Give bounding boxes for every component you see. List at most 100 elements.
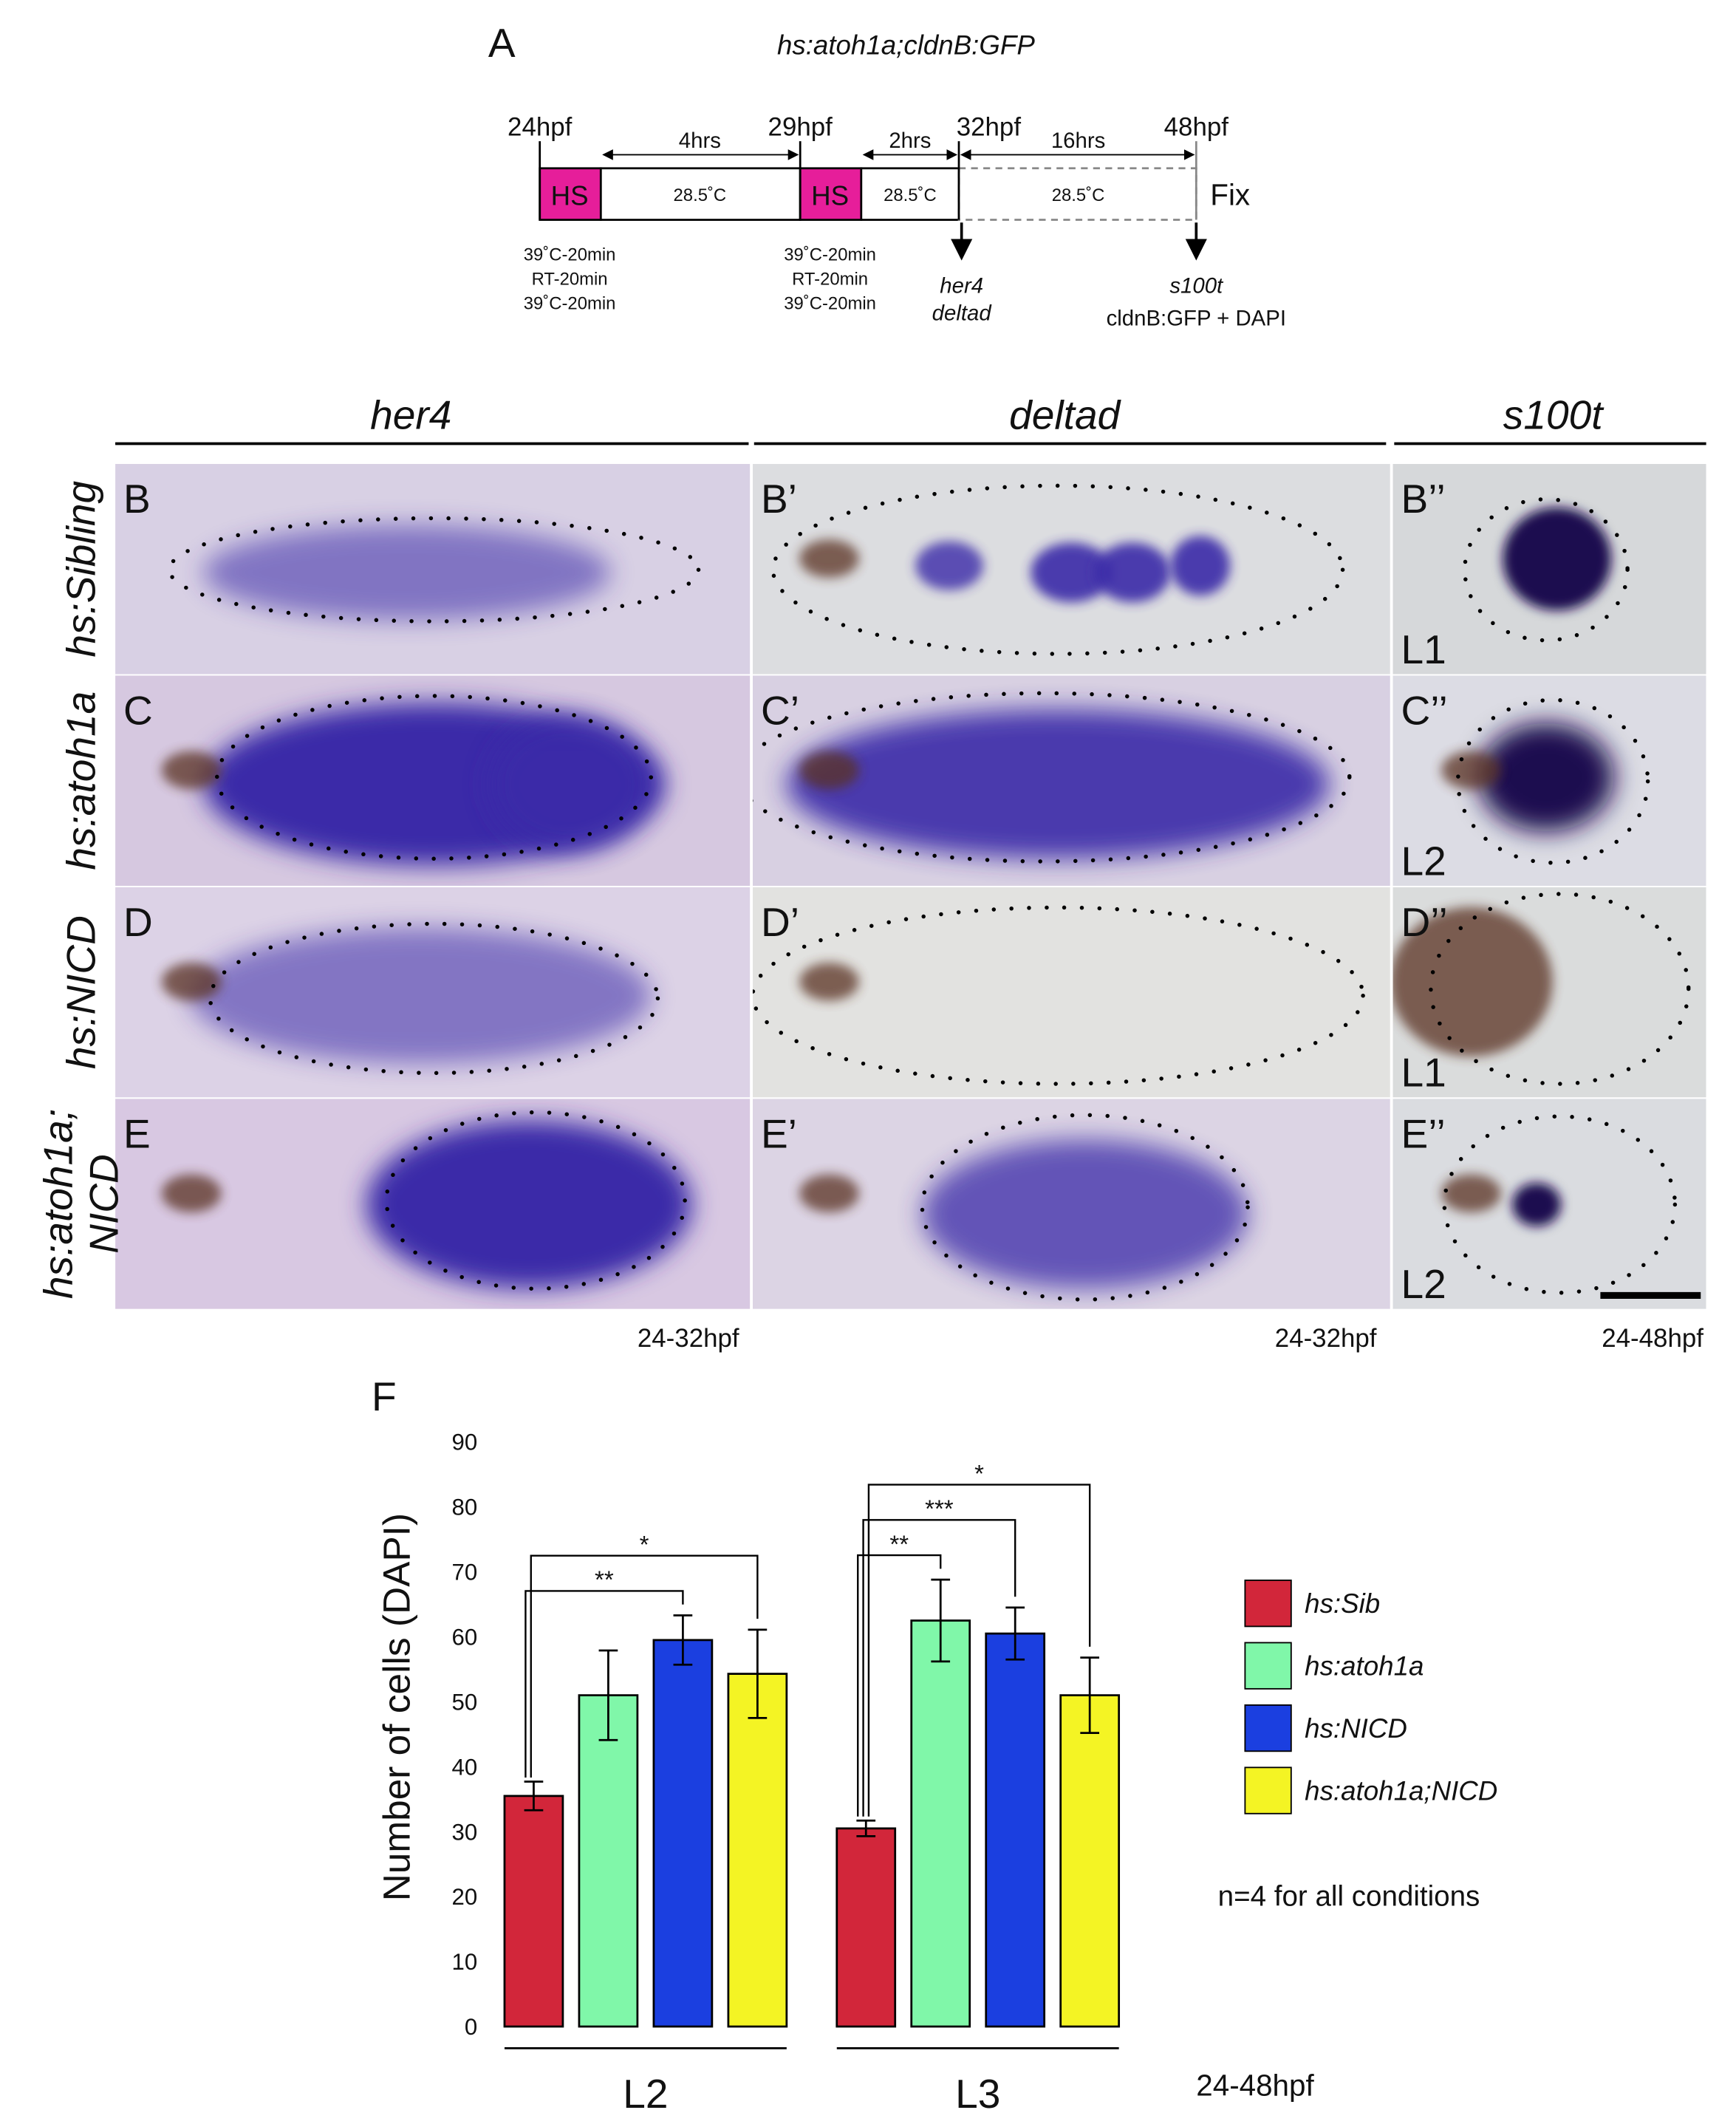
pigment <box>161 963 222 1001</box>
protocol: 39˚C-20min <box>524 294 616 314</box>
micrograph-background <box>752 887 1390 1098</box>
error-bar <box>524 1781 544 1812</box>
micrograph: D’ <box>752 887 1390 1098</box>
legend-swatch <box>1244 1704 1292 1752</box>
time-label: 32hpf <box>957 113 1022 142</box>
bar <box>985 1632 1046 2028</box>
error-bar <box>673 1614 693 1666</box>
dotted-outline <box>208 921 660 1076</box>
panel-label: E <box>123 1110 151 1156</box>
dotted-outline <box>1442 1114 1678 1295</box>
significance-label: ** <box>889 1531 909 1558</box>
significance-bracket <box>867 1484 1091 1817</box>
bar <box>578 1694 639 2028</box>
time-label: 48hpf <box>1164 113 1229 142</box>
significance-label: * <box>974 1461 984 1488</box>
column-header: deltad <box>1009 392 1121 437</box>
micrograph-content <box>1392 464 1706 675</box>
dotted-outline <box>752 691 1352 864</box>
panel-label: B’ <box>761 476 797 522</box>
pigment <box>799 539 859 578</box>
legend-label: hs:Sib <box>1305 1588 1380 1619</box>
stage-label: 24-48hpf <box>1602 1324 1703 1353</box>
micrograph: C <box>115 675 751 886</box>
panel-label: D <box>123 899 153 945</box>
stain <box>1094 542 1171 603</box>
dotted-outline <box>920 1113 1250 1302</box>
panel-label: B <box>123 476 151 522</box>
lateral-line-label: L1 <box>1401 627 1446 672</box>
pigment <box>799 1174 859 1212</box>
micrograph-content <box>752 464 1390 675</box>
micrograph: E <box>115 1099 751 1309</box>
error-bar <box>748 1628 768 1719</box>
significance-label: * <box>640 1532 649 1559</box>
error-bar <box>1005 1606 1025 1661</box>
stage-label: 24-32hpf <box>638 1324 739 1353</box>
row-label: hs:Sibling <box>58 481 104 658</box>
stain <box>1512 1183 1562 1226</box>
bar <box>652 1639 714 2028</box>
stain <box>488 716 652 853</box>
protocol: RT-20min <box>532 270 608 290</box>
significance-bracket <box>530 1554 759 1778</box>
timeline: A hs:atoh1a;cldnB:GFP 24hpf 29hpf 32hpf … <box>488 20 1286 331</box>
row-label: hs:atoh1a <box>58 692 104 870</box>
y-axis-label: Number of cells (DAPI) <box>375 1513 417 1901</box>
bar-chart: 0 10 20 30 40 50 60 70 80 90 Number of cells (DAPI… <box>375 1430 1497 2117</box>
x-tick-label: L2 <box>623 2071 668 2117</box>
micrograph-content <box>752 1099 1390 1309</box>
bar <box>1059 1694 1121 2028</box>
stain <box>786 709 1330 859</box>
stage-label: 24-32hpf <box>1275 1324 1377 1353</box>
micrograph-content <box>115 1099 751 1309</box>
panel-label: E’ <box>761 1110 797 1156</box>
legend-swatch <box>1244 1766 1292 1814</box>
micrograph: E’’ <box>1392 1099 1706 1309</box>
duration: 4hrs <box>679 129 721 153</box>
protocol: 39˚C-20min <box>784 245 876 265</box>
incubation-box <box>860 167 960 221</box>
micrograph: D’’ <box>1392 887 1706 1098</box>
bar <box>835 1827 897 2028</box>
temperature: 28.5˚C <box>884 185 937 205</box>
stain <box>1031 542 1113 603</box>
legend-label: hs:atoh1a;NICD <box>1305 1775 1497 1806</box>
duration: 2hrs <box>889 129 931 153</box>
dotted-outline <box>1429 892 1691 1086</box>
lateral-line-label: L2 <box>1401 838 1446 884</box>
row-label: hs:NICD <box>58 915 104 1069</box>
micrograph-content <box>1392 675 1706 886</box>
time-label: 29hpf <box>768 113 833 142</box>
column-header: s100t <box>1503 392 1605 437</box>
micrograph: B <box>115 464 751 675</box>
significance-bracket <box>857 1554 942 1817</box>
legend-swatch <box>1244 1642 1292 1690</box>
micrograph: B’ <box>752 464 1390 675</box>
significance-label: ** <box>595 1567 614 1594</box>
micrograph: B’’ <box>1392 464 1706 675</box>
error-bar <box>931 1578 951 1663</box>
y-tick-label: 10 <box>452 1949 478 1975</box>
pigment <box>1392 907 1553 1056</box>
legend-swatch <box>1244 1580 1292 1628</box>
y-tick-label: 50 <box>452 1689 478 1715</box>
panel-label: E’’ <box>1401 1110 1446 1156</box>
micrograph: D <box>115 887 751 1098</box>
temperature: 28.5˚C <box>674 185 727 205</box>
panel-label: C’ <box>761 688 799 734</box>
micrograph: C’ <box>752 675 1390 886</box>
pigment <box>1441 1174 1501 1212</box>
incubation-box <box>957 167 1197 221</box>
fix-label: Fix <box>1210 177 1250 211</box>
panel-label: A <box>488 20 516 66</box>
micrograph-content <box>115 675 751 886</box>
y-tick-label: 90 <box>452 1430 478 1455</box>
bar <box>503 1795 564 2028</box>
legend-label: hs:NICD <box>1305 1713 1407 1744</box>
micrograph: E’ <box>752 1099 1390 1309</box>
micrograph-content <box>1392 887 1706 1098</box>
annotation: 24-48hpf <box>1196 2069 1314 2103</box>
